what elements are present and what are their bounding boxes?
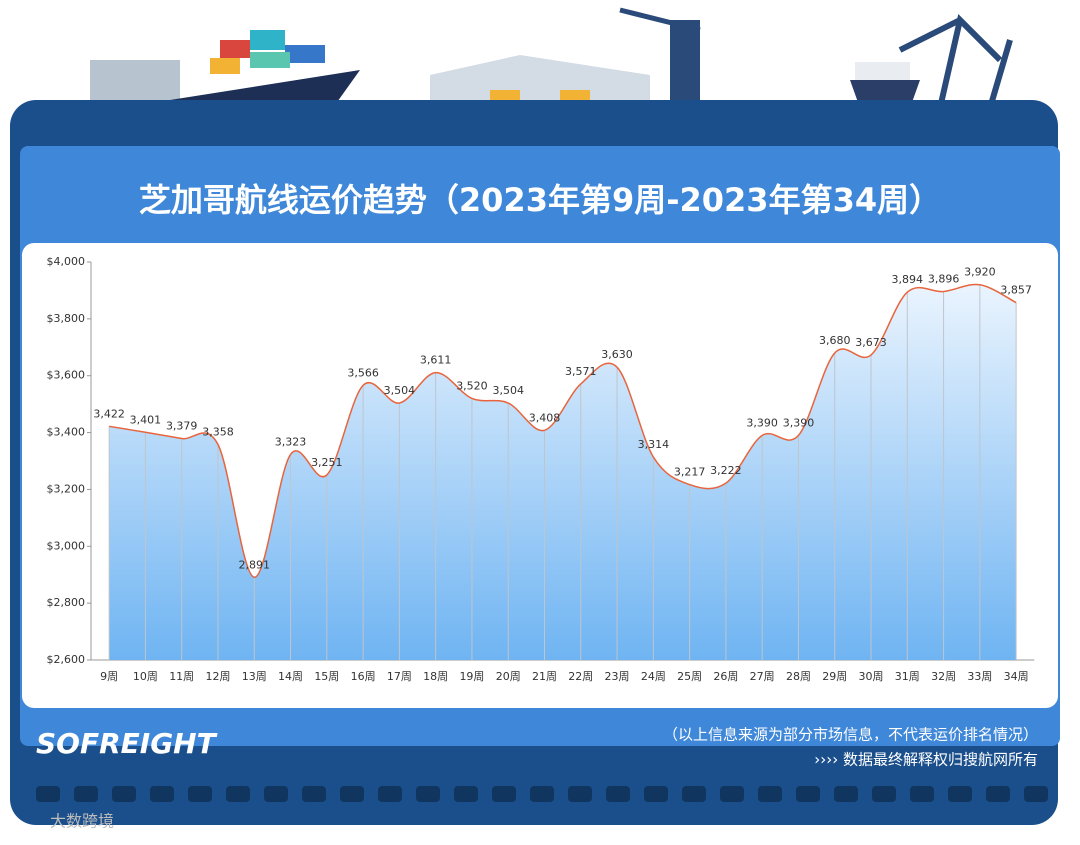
x-tick-label: 31周 bbox=[895, 670, 920, 683]
y-tick-label: $3,800 bbox=[47, 312, 86, 325]
value-label: 3,390 bbox=[783, 416, 815, 429]
value-label: 3,566 bbox=[347, 366, 379, 379]
strip-hole bbox=[910, 786, 934, 802]
value-label: 3,314 bbox=[638, 438, 670, 451]
value-label: 3,673 bbox=[855, 336, 887, 349]
x-tick-label: 27周 bbox=[750, 670, 775, 683]
x-tick-label: 34周 bbox=[1004, 670, 1029, 683]
y-tick-label: $4,000 bbox=[47, 255, 86, 268]
line bbox=[109, 283, 1017, 579]
strip-hole bbox=[948, 786, 972, 802]
strip-hole bbox=[606, 786, 630, 802]
x-tick-label: 20周 bbox=[496, 670, 521, 683]
x-tick-label: 16周 bbox=[351, 670, 376, 683]
strip-hole bbox=[568, 786, 592, 802]
y-tick-label: $3,600 bbox=[47, 369, 86, 382]
value-label: 3,408 bbox=[529, 411, 561, 424]
x-tick-label: 25周 bbox=[677, 670, 702, 683]
x-tick-label: 26周 bbox=[713, 670, 738, 683]
strip-hole bbox=[188, 786, 212, 802]
x-tick-label: 23周 bbox=[605, 670, 630, 683]
value-label: 3,390 bbox=[746, 416, 778, 429]
value-label: 3,571 bbox=[565, 365, 597, 378]
y-tick-label: $3,000 bbox=[47, 539, 86, 552]
value-label: 3,611 bbox=[420, 354, 452, 367]
value-label: 3,222 bbox=[710, 464, 742, 477]
strip-hole bbox=[530, 786, 554, 802]
strip-hole bbox=[340, 786, 364, 802]
value-label: 3,896 bbox=[928, 273, 960, 286]
value-label: 3,401 bbox=[130, 413, 162, 426]
value-label: 3,894 bbox=[892, 273, 924, 286]
strip-hole bbox=[986, 786, 1010, 802]
strip-hole bbox=[264, 786, 288, 802]
strip-hole bbox=[112, 786, 136, 802]
value-label: 3,323 bbox=[275, 435, 307, 448]
x-tick-label: 14周 bbox=[278, 670, 303, 683]
strip-hole bbox=[226, 786, 250, 802]
strip-hole bbox=[1024, 786, 1048, 802]
x-tick-label: 17周 bbox=[387, 670, 412, 683]
value-label: 3,379 bbox=[166, 420, 198, 433]
x-tick-label: 30周 bbox=[859, 670, 884, 683]
y-tick-label: $3,400 bbox=[47, 426, 86, 439]
x-tick-label: 29周 bbox=[822, 670, 847, 683]
x-tick-label: 10周 bbox=[133, 670, 158, 683]
note: （以上信息来源为部分市场信息，不代表运价排名情况） bbox=[663, 726, 1038, 744]
value-label: 3,920 bbox=[964, 266, 996, 279]
strip-hole bbox=[720, 786, 744, 802]
note: ›››› 数据最终解释权归搜航网所有 bbox=[814, 751, 1038, 769]
x-tick-label: 28周 bbox=[786, 670, 811, 683]
value-label: 3,520 bbox=[456, 379, 488, 392]
value-label: 3,504 bbox=[384, 384, 416, 397]
value-label: 3,251 bbox=[311, 456, 343, 469]
decoration bbox=[90, 7, 1013, 112]
film-strip bbox=[36, 786, 1048, 802]
strip-hole bbox=[378, 786, 402, 802]
strip-hole bbox=[74, 786, 98, 802]
value-label: 3,680 bbox=[819, 334, 851, 347]
x-tick-label: 19周 bbox=[459, 670, 484, 683]
strip-hole bbox=[416, 786, 440, 802]
x-tick-label: 11周 bbox=[169, 670, 194, 683]
chart-title: 芝加哥航线运价趋势（2023年第9周-2023年第34周） bbox=[139, 181, 941, 219]
strip-hole bbox=[454, 786, 478, 802]
strip-hole bbox=[150, 786, 174, 802]
x-tick-label: 12周 bbox=[205, 670, 230, 683]
y-tick-label: $2,600 bbox=[47, 653, 86, 666]
value-label: 3,504 bbox=[492, 384, 524, 397]
x-tick-label: 32周 bbox=[931, 670, 956, 683]
area bbox=[109, 284, 1017, 660]
x-tick-label: 33周 bbox=[967, 670, 992, 683]
value-label: 3,358 bbox=[202, 426, 234, 439]
strip-hole bbox=[758, 786, 782, 802]
strip-hole bbox=[872, 786, 896, 802]
x-tick-label: 13周 bbox=[242, 670, 267, 683]
strip-hole bbox=[796, 786, 820, 802]
watermark: 大数跨境 bbox=[50, 812, 114, 831]
value-label: 3,857 bbox=[1000, 284, 1032, 297]
value-label: 3,217 bbox=[674, 466, 706, 479]
strip-hole bbox=[492, 786, 516, 802]
plot: $2,600 $2,800 $3,000 $3,200 $3,400 $3,600 $3,8… bbox=[47, 255, 1035, 683]
value-label: 3,630 bbox=[601, 348, 633, 361]
strip-hole bbox=[302, 786, 326, 802]
y-tick-label: $2,800 bbox=[47, 596, 86, 609]
strip-hole bbox=[682, 786, 706, 802]
x-tick-label: 21周 bbox=[532, 670, 557, 683]
value-label: 2,891 bbox=[239, 558, 271, 571]
logo: SOFREIGHT bbox=[36, 727, 218, 760]
y-tick-label: $3,200 bbox=[47, 482, 86, 495]
x-tick-label: 24周 bbox=[641, 670, 666, 683]
strip-hole bbox=[644, 786, 668, 802]
strip-hole bbox=[36, 786, 60, 802]
value-label: 3,422 bbox=[93, 407, 125, 420]
x-tick-label: 15周 bbox=[314, 670, 339, 683]
x-tick-label: 22周 bbox=[568, 670, 593, 683]
x-tick-label: 18周 bbox=[423, 670, 448, 683]
x-tick-label: 9周 bbox=[100, 670, 118, 683]
strip-hole bbox=[834, 786, 858, 802]
